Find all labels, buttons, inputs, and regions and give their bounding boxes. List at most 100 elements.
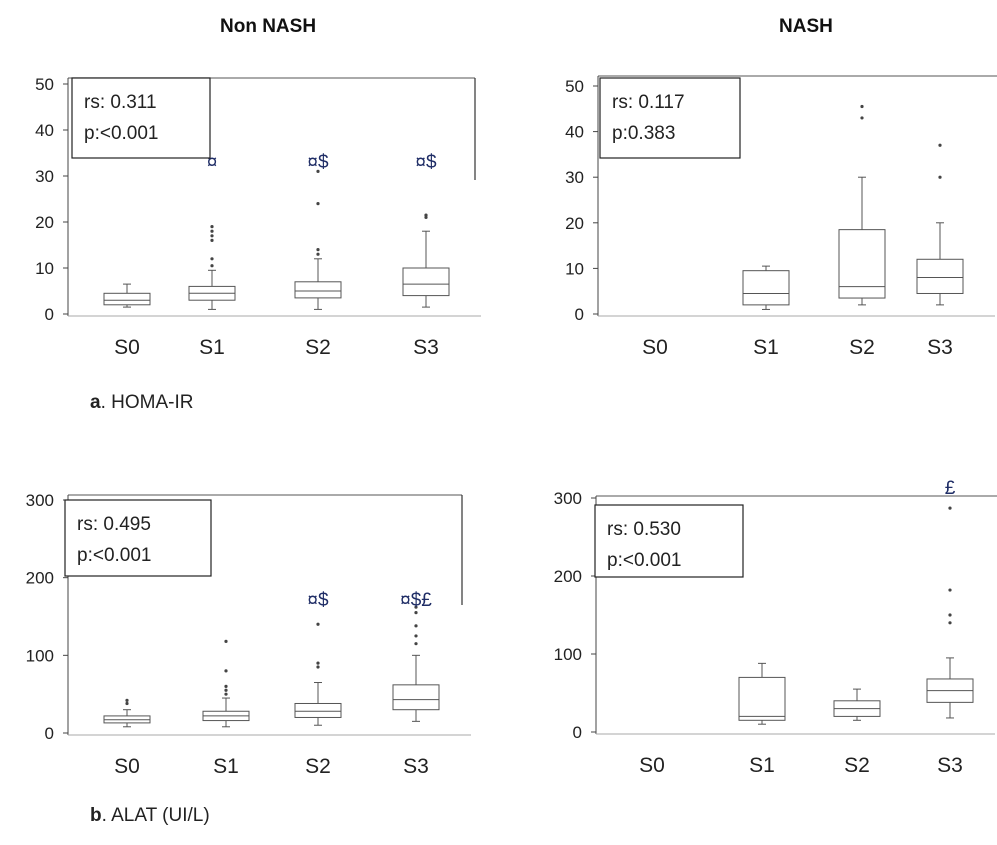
y-tick-label: 0 bbox=[573, 723, 582, 742]
outlier-point bbox=[210, 234, 214, 238]
y-tick-label: 10 bbox=[565, 259, 584, 278]
outlier-point bbox=[224, 692, 228, 696]
x-tick-label: S3 bbox=[937, 754, 963, 777]
outlier-point bbox=[224, 669, 228, 673]
outlier-point bbox=[316, 661, 320, 665]
outlier-point bbox=[948, 588, 952, 592]
x-tick-label: S0 bbox=[114, 755, 140, 778]
x-tick-label: S2 bbox=[844, 754, 870, 777]
significance-marker: ¤$£ bbox=[400, 590, 432, 611]
x-tick-label: S1 bbox=[749, 754, 775, 777]
stats-text: rs: 0.117 bbox=[612, 92, 685, 113]
stats-text: rs: 0.311 bbox=[84, 92, 157, 113]
caption-b-text: . ALAT (UI/L) bbox=[101, 805, 210, 826]
y-tick-label: 100 bbox=[554, 645, 582, 664]
outlier-point bbox=[224, 684, 228, 689]
outlier-point bbox=[316, 169, 320, 173]
y-tick-label: 300 bbox=[26, 491, 54, 510]
y-tick-label: 40 bbox=[565, 123, 584, 142]
outlier-point bbox=[414, 642, 418, 646]
box-iqr bbox=[402, 267, 450, 297]
y-tick-label: 40 bbox=[35, 121, 54, 140]
outlier-point bbox=[224, 639, 228, 643]
x-tick-label: S1 bbox=[199, 336, 225, 359]
caption-a-letter: a bbox=[90, 392, 101, 413]
outlier-point bbox=[316, 622, 320, 626]
x-tick-label: S2 bbox=[305, 336, 331, 359]
outlier-point bbox=[938, 143, 942, 147]
stats-text: p:<0.001 bbox=[84, 123, 159, 144]
x-tick-label: S1 bbox=[753, 336, 779, 359]
column-title-non-nash: Non NASH bbox=[220, 16, 317, 37]
outlier-point bbox=[210, 225, 214, 229]
outlier-point bbox=[860, 104, 864, 109]
box-iqr bbox=[838, 229, 886, 299]
column-title-nash: NASH bbox=[779, 16, 833, 37]
significance-marker: ¤ bbox=[207, 152, 218, 173]
stats-text: rs: 0.495 bbox=[77, 514, 151, 535]
stats-box bbox=[71, 77, 211, 159]
outlier-point bbox=[414, 624, 418, 628]
box-iqr bbox=[392, 684, 440, 711]
outlier-point bbox=[414, 605, 418, 609]
x-tick-label: S2 bbox=[305, 755, 331, 778]
outlier-point bbox=[424, 215, 428, 219]
y-tick-label: 20 bbox=[565, 214, 584, 233]
stats-box bbox=[599, 77, 741, 159]
outlier-point bbox=[316, 665, 320, 669]
caption-a-text: . HOMA-IR bbox=[100, 392, 194, 413]
x-tick-label: S1 bbox=[213, 755, 239, 778]
x-tick-label: S0 bbox=[642, 336, 668, 359]
y-tick-label: 50 bbox=[565, 77, 584, 96]
box-iqr bbox=[916, 258, 964, 294]
outlier-point bbox=[125, 698, 129, 702]
x-tick-label: S0 bbox=[114, 336, 140, 359]
stats-box bbox=[594, 504, 744, 578]
box-iqr bbox=[294, 281, 342, 299]
y-tick-label: 100 bbox=[26, 646, 54, 665]
box-iqr bbox=[742, 270, 790, 306]
outlier-point bbox=[210, 264, 214, 268]
x-tick-label: S0 bbox=[639, 754, 665, 777]
y-tick-label: 20 bbox=[35, 213, 54, 232]
x-tick-label: S3 bbox=[413, 336, 439, 359]
significance-marker: ¤$ bbox=[307, 152, 329, 173]
y-tick-label: 200 bbox=[554, 567, 582, 586]
box-iqr bbox=[103, 292, 151, 306]
outlier-point bbox=[224, 688, 228, 692]
caption-b-letter: b bbox=[90, 805, 102, 826]
y-tick-label: 0 bbox=[45, 305, 54, 324]
significance-marker: ¤$ bbox=[415, 152, 437, 173]
stats-text: rs: 0.530 bbox=[607, 519, 681, 540]
significance-marker: ¤$ bbox=[307, 590, 329, 611]
y-tick-label: 10 bbox=[35, 259, 54, 278]
stats-text: p:<0.001 bbox=[607, 550, 682, 571]
y-tick-label: 0 bbox=[45, 724, 54, 743]
outlier-point bbox=[210, 257, 214, 261]
y-tick-label: 300 bbox=[554, 489, 582, 508]
x-tick-label: S2 bbox=[849, 336, 875, 359]
outlier-point bbox=[316, 252, 320, 256]
significance-marker: £ bbox=[945, 478, 956, 499]
outlier-point bbox=[948, 621, 952, 625]
outlier-point bbox=[948, 613, 952, 617]
outlier-point bbox=[316, 202, 320, 206]
y-tick-label: 0 bbox=[575, 305, 584, 324]
x-tick-label: S3 bbox=[927, 336, 953, 359]
outlier-point bbox=[210, 238, 214, 242]
y-tick-label: 30 bbox=[35, 167, 54, 186]
stats-text: p:<0.001 bbox=[77, 545, 152, 566]
caption-a: a. HOMA-IR bbox=[90, 392, 193, 414]
outlier-point bbox=[860, 116, 864, 120]
outlier-point bbox=[938, 175, 942, 179]
outlier-point bbox=[414, 611, 418, 615]
box-iqr bbox=[294, 702, 342, 718]
outlier-point bbox=[125, 701, 129, 706]
stats-text: p:0.383 bbox=[612, 123, 675, 144]
outlier-point bbox=[316, 248, 320, 252]
outlier-point bbox=[948, 506, 952, 510]
y-tick-label: 50 bbox=[35, 75, 54, 94]
box-iqr bbox=[738, 676, 786, 721]
y-tick-label: 200 bbox=[26, 569, 54, 588]
